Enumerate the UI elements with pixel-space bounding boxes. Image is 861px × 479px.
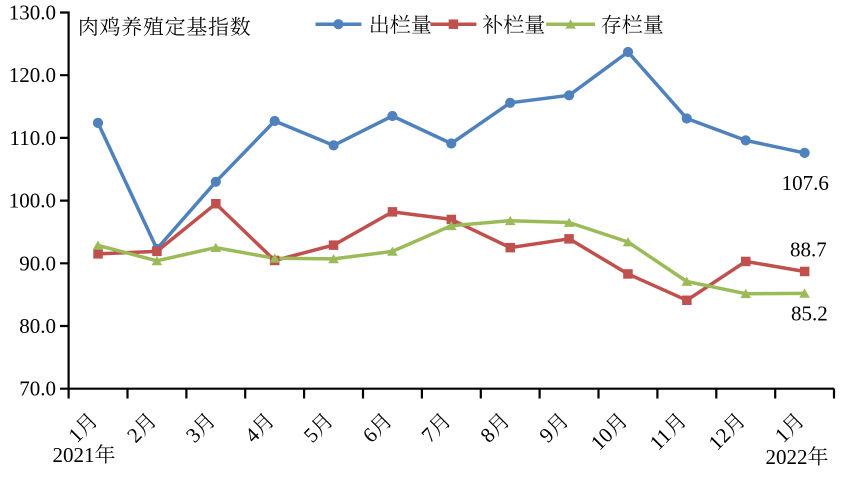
svg-text:80.0: 80.0 — [19, 314, 56, 338]
svg-text:85.2: 85.2 — [791, 302, 828, 326]
svg-text:107.6: 107.6 — [782, 171, 829, 195]
svg-text:2022: 2022 — [766, 445, 808, 469]
svg-text:120.0: 120.0 — [9, 63, 56, 87]
svg-text:110.0: 110.0 — [10, 126, 56, 150]
svg-text:100.0: 100.0 — [9, 189, 56, 213]
svg-text:90.0: 90.0 — [19, 251, 56, 275]
svg-text:70.0: 70.0 — [19, 377, 56, 401]
svg-text:2021: 2021 — [53, 443, 95, 467]
svg-text:88.7: 88.7 — [790, 238, 827, 262]
svg-text:130.0: 130.0 — [9, 1, 56, 25]
